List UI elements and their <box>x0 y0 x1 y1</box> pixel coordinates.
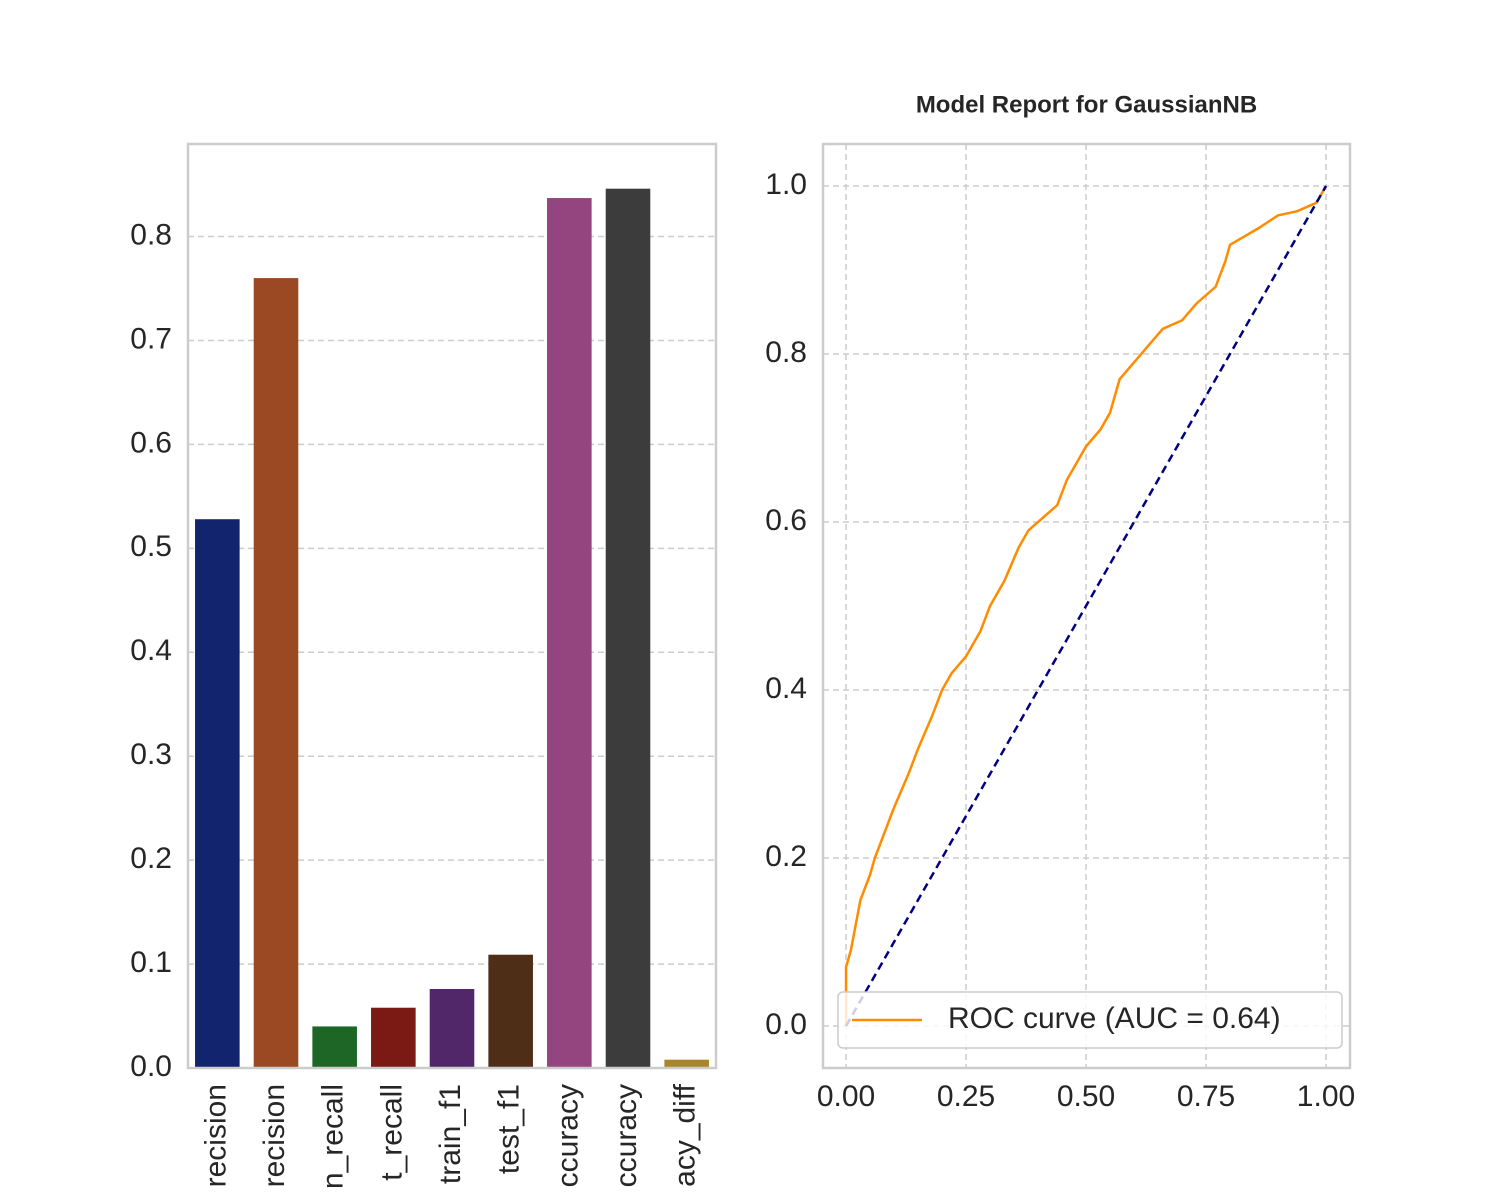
y-tick-label: 0.6 <box>130 426 172 459</box>
bar <box>488 954 533 1068</box>
y-tick-label: 0.0 <box>765 1008 807 1041</box>
x-tick-label: 0.75 <box>1177 1080 1235 1113</box>
y-tick-label: 0.8 <box>130 218 172 251</box>
x-tick-label: 0.25 <box>937 1080 995 1113</box>
x-tick-label: t_recall <box>375 1084 408 1181</box>
x-tick-label: n_recall <box>317 1084 350 1189</box>
y-tick-label: 1.0 <box>765 168 807 201</box>
bar <box>195 519 240 1068</box>
bar <box>371 1007 416 1068</box>
bar <box>312 1026 357 1068</box>
chart-title: Model Report for GaussianNB <box>916 91 1257 118</box>
bar <box>605 188 651 1068</box>
y-tick-label: 0.1 <box>130 946 172 979</box>
legend-label: ROC curve (AUC = 0.64) <box>948 1002 1281 1035</box>
x-tick-label: 1.00 <box>1297 1080 1355 1113</box>
y-tick-label: 0.7 <box>130 322 172 355</box>
x-tick-label: 0.00 <box>817 1080 875 1113</box>
y-tick-label: 0.2 <box>765 840 807 873</box>
y-tick-label: 0.4 <box>130 634 172 667</box>
bar <box>547 198 592 1068</box>
y-tick-label: 0.3 <box>130 738 172 771</box>
bar <box>253 278 299 1068</box>
y-tick-label: 0.6 <box>765 504 807 537</box>
y-tick-label: 0.8 <box>765 336 807 369</box>
plot-frame <box>821 142 1352 1070</box>
x-tick-label: acy_diff <box>669 1083 702 1187</box>
y-tick-label: 0.4 <box>765 672 807 705</box>
y-tick-label: 0.5 <box>130 530 172 563</box>
x-tick-label: 0.50 <box>1057 1080 1115 1113</box>
x-tick-label: test_f1 <box>493 1084 526 1174</box>
bar <box>664 1059 709 1068</box>
line <box>844 185 1328 1027</box>
x-tick-label: recision <box>258 1084 291 1187</box>
x-tick-label: ccuracy <box>551 1084 584 1187</box>
legend-box <box>837 991 1343 1049</box>
y-tick-label: 0.0 <box>130 1050 172 1083</box>
line <box>844 185 1328 1026</box>
plot-frame <box>186 142 718 1070</box>
x-tick-label: recision <box>199 1084 232 1187</box>
y-tick-label: 0.2 <box>130 842 172 875</box>
x-tick-label: train_f1 <box>434 1084 467 1184</box>
x-tick-label: ccuracy <box>610 1084 643 1187</box>
bar <box>429 989 475 1068</box>
